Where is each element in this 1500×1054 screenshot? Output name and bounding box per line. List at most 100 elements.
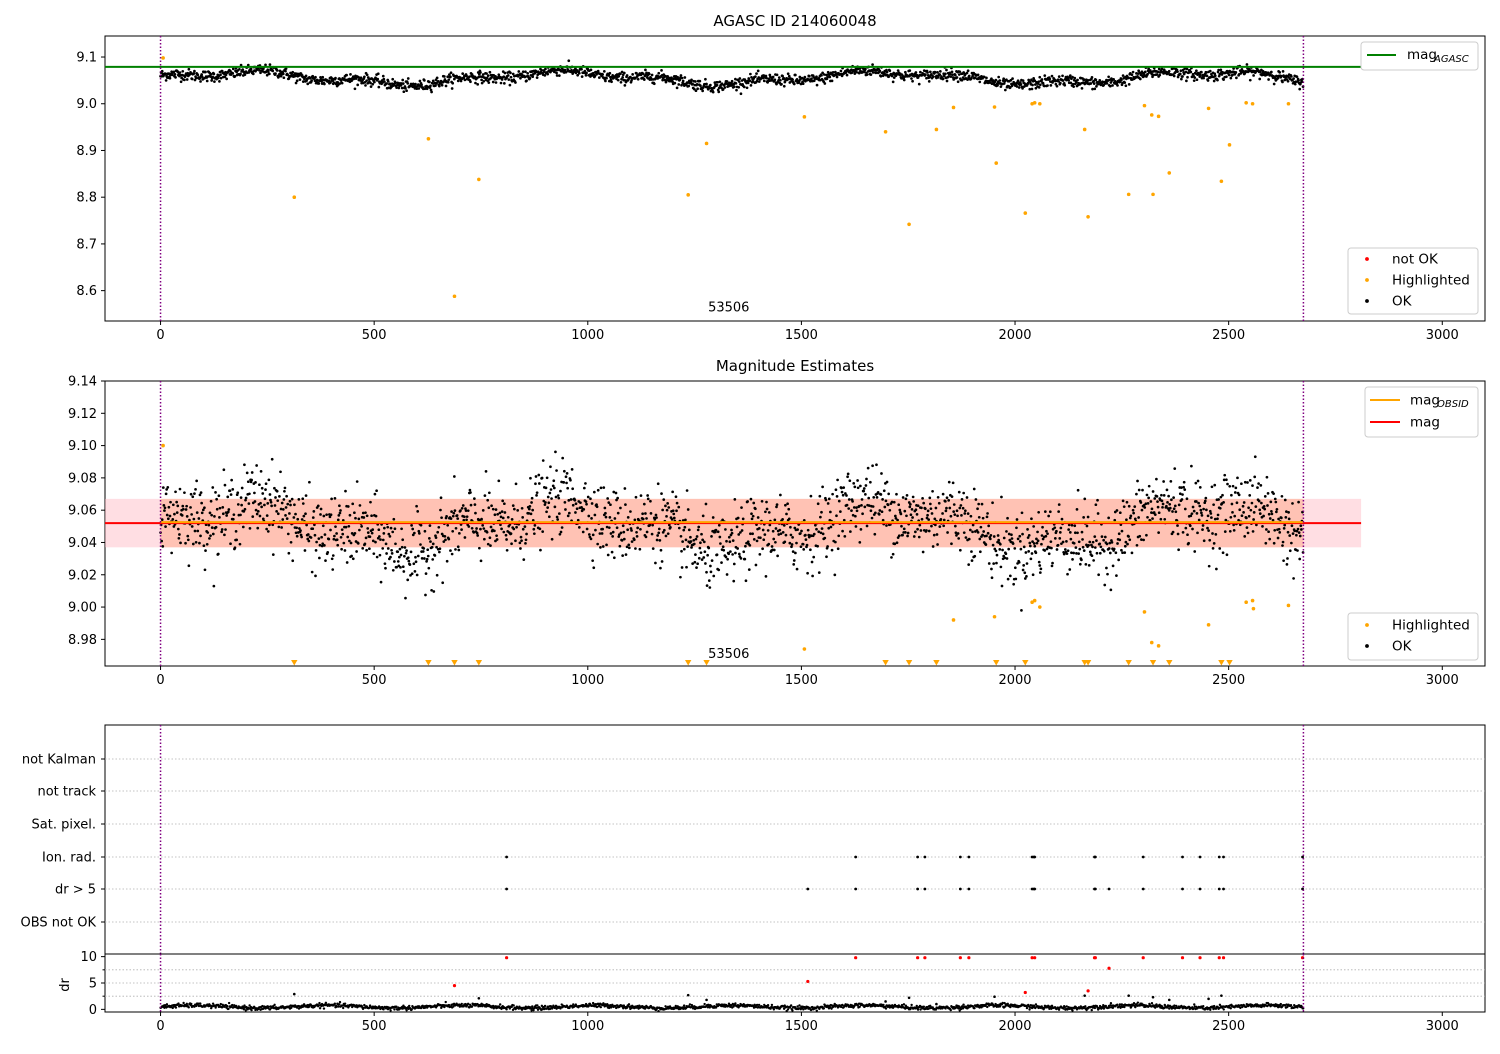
estimates-ok-point [649,500,652,503]
estimates-ok-point [1049,510,1052,513]
estimates-ok-point [459,509,462,512]
agasc-ok-point [755,72,758,75]
estimates-ok-point [1108,547,1111,550]
estimates-ok-point [1025,575,1028,578]
agasc-ok-point [193,72,196,75]
estimates-ok-point [860,504,863,507]
agasc-ok-point [507,78,510,81]
estimates-ok-point [616,526,619,529]
estimates-ok-point [241,487,244,490]
estimates-ok-point [655,516,658,519]
estimates-ok-point [1162,480,1165,483]
estimates-ok-point [601,532,604,535]
agasc-ok-point [429,84,432,87]
estimates-ok-point [963,512,966,515]
estimates-ok-point [645,517,648,520]
estimates-ok-point [266,502,269,505]
estimates-ok-point [530,501,533,504]
agasc-ok-point [1157,71,1160,74]
agasc-ok-point [305,74,308,77]
agasc-ok-point [631,73,634,76]
estimates-ok-point [655,514,658,517]
estimates-line-legend-label-1: mag [1410,415,1440,431]
estimates-ok-point [356,480,359,483]
agasc-ok-point [385,82,388,85]
estimates-ok-point [454,548,457,551]
estimates-ok-point [854,515,857,518]
flag-point [1181,888,1184,891]
estimates-ok-point [369,501,372,504]
agasc-highlighted-point [292,195,296,199]
estimates-ok-point [936,543,939,546]
agasc-ok-point [252,73,255,76]
estimates-ok-point [304,512,307,515]
estimates-ok-point [287,552,290,555]
agasc-ok-point [1062,79,1065,82]
estimates-ok-point [656,534,659,537]
estimates-ok-point [634,547,637,550]
estimates-ok-point [1062,541,1065,544]
agasc-ok-point [977,73,980,76]
estimates-ok-point [1143,506,1146,509]
estimates-ok-point [297,498,300,501]
estimates-ok-point [386,526,389,529]
agasc-ok-point [1095,79,1098,82]
estimates-ok-point [1103,550,1106,553]
dr-baseline-point [499,1003,501,1005]
estimates-ok-point [461,507,464,510]
estimates-ok-point [852,482,855,485]
estimates-ok-point [969,529,972,532]
estimates-ok-point [772,538,775,541]
estimates-ok-point [1007,548,1010,551]
agasc-ok-point [186,78,189,81]
estimates-xtick-label-6: 3000 [1426,673,1459,688]
estimates-ok-point [537,474,540,477]
estimates-ok-point [449,549,452,552]
agasc-ok-point [815,75,818,78]
estimates-ok-point [370,514,373,517]
estimates-ok-point [605,543,608,546]
estimates-ok-point [815,528,818,531]
agasc-ok-point [239,73,242,76]
agasc-ok-point [1181,75,1184,78]
estimates-ok-point [290,541,293,544]
estimates-ok-point [505,534,508,537]
estimates-ok-point [1141,489,1144,492]
estimates-ok-point [1286,557,1289,560]
estimates-ok-point [1190,465,1193,468]
estimates-ok-point [991,501,994,504]
estimates-ok-point [1204,500,1207,503]
estimates-ok-point [337,514,340,517]
estimates-ok-point [1096,499,1099,502]
estimates-ok-point [1205,509,1208,512]
estimates-ok-point [434,554,437,557]
estimates-ok-point [1025,551,1028,554]
estimates-ok-point [810,495,813,498]
estimates-ok-point [534,482,537,485]
agasc-ok-point [383,80,386,83]
agasc-ok-point [624,84,627,87]
estimates-ok-point [1026,562,1029,565]
estimates-ok-point [922,551,925,554]
agasc-ok-point [204,71,207,74]
estimates-ok-point [326,551,329,554]
estimates-ok-point [1234,486,1237,489]
estimates-ok-point [1249,479,1252,482]
agasc-ok-point [250,68,253,71]
estimates-ok-point [489,536,492,539]
estimates-ok-point [1132,509,1135,512]
flag-point [505,888,508,891]
estimates-ok-point [550,497,553,500]
estimates-ok-point [635,531,638,534]
estimates-ok-point [483,538,486,541]
estimates-ok-point [1256,486,1259,489]
dr-baseline-point [344,1003,346,1005]
agasc-highlighted-point [477,178,481,182]
estimates-ok-point [1156,500,1159,503]
estimates-ok-point [420,524,423,527]
estimates-ok-point [190,493,193,496]
estimates-ok-point [320,536,323,539]
agasc-ok-point [414,83,417,86]
estimates-ok-point [644,512,647,515]
estimates-ok-point [833,573,836,576]
